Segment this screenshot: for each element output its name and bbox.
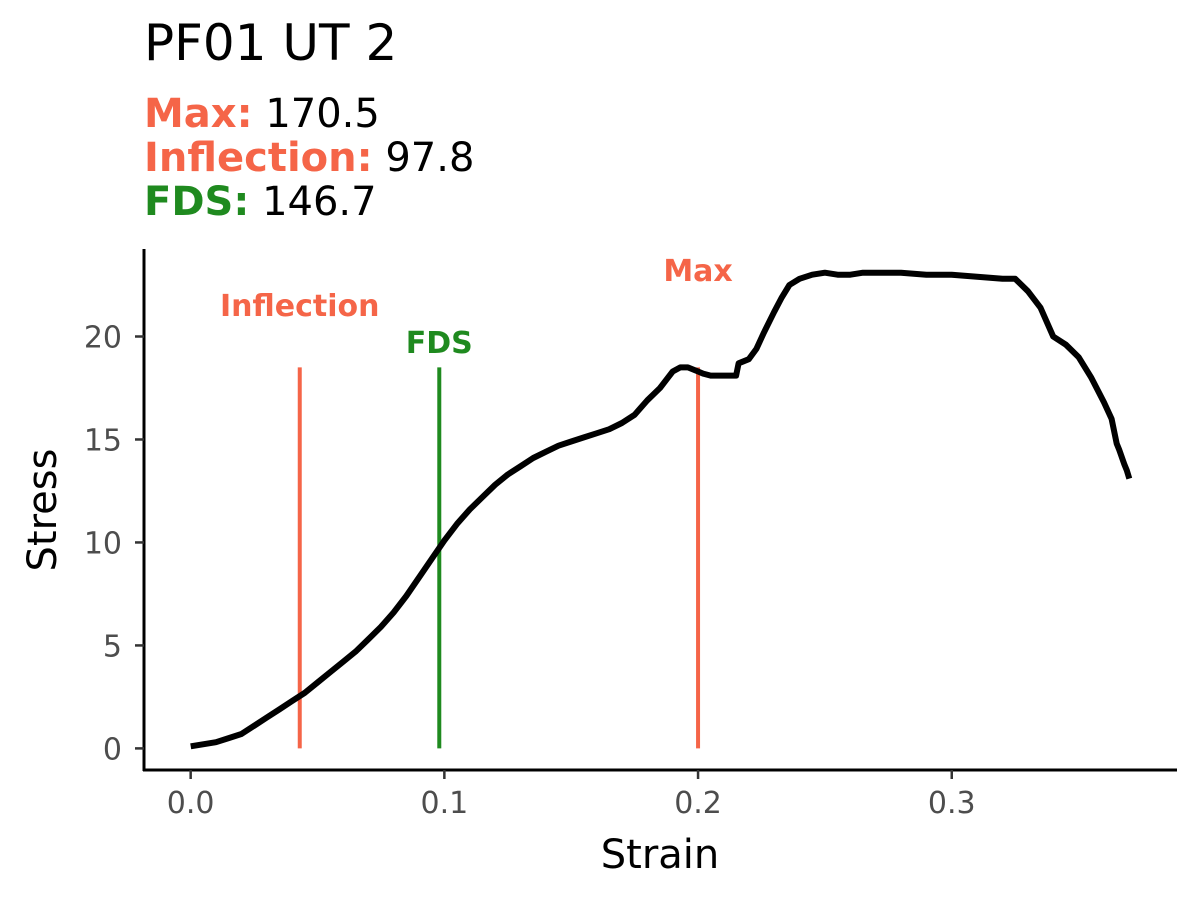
marker-lines	[297, 367, 701, 749]
stat-inflection: Inflection: 97.8	[144, 136, 474, 180]
marker-label-fds: FDS	[406, 326, 473, 361]
marker-label-max: Max	[663, 254, 732, 289]
stat-inflection-value: 97.8	[385, 135, 475, 181]
marker-label-inflection: Inflection	[220, 289, 379, 324]
y-tick-label: 0	[103, 732, 122, 767]
stat-inflection-label: Inflection:	[144, 135, 373, 181]
y-tick-label: 5	[103, 629, 122, 664]
x-tick-label: 0.1	[421, 786, 469, 821]
y-tick-label: 10	[84, 526, 122, 561]
x-tick-label: 0.2	[674, 786, 722, 821]
stat-max-label: Max:	[144, 91, 253, 137]
ticks: 0.0 0.1 0.2 0.3 0 5 10 15 20	[84, 321, 976, 822]
y-axis-label: Stress	[20, 449, 66, 572]
stat-fds-label: FDS:	[144, 179, 250, 225]
stat-max-value: 170.5	[265, 91, 380, 137]
stat-max: Max: 170.5	[144, 92, 380, 136]
stress-strain-line	[190, 269, 1133, 750]
y-tick-label: 15	[84, 423, 122, 458]
x-tick-label: 0.0	[167, 786, 215, 821]
stat-fds-value: 146.7	[262, 179, 377, 225]
chart-title: PF01 UT 2	[144, 14, 398, 72]
y-tick-label: 20	[84, 321, 122, 356]
marker-labels: Inflection FDS Max	[220, 254, 733, 361]
stat-fds: FDS: 146.7	[144, 180, 377, 224]
x-tick-label: 0.3	[928, 786, 976, 821]
x-axis-label: Strain	[601, 832, 720, 878]
